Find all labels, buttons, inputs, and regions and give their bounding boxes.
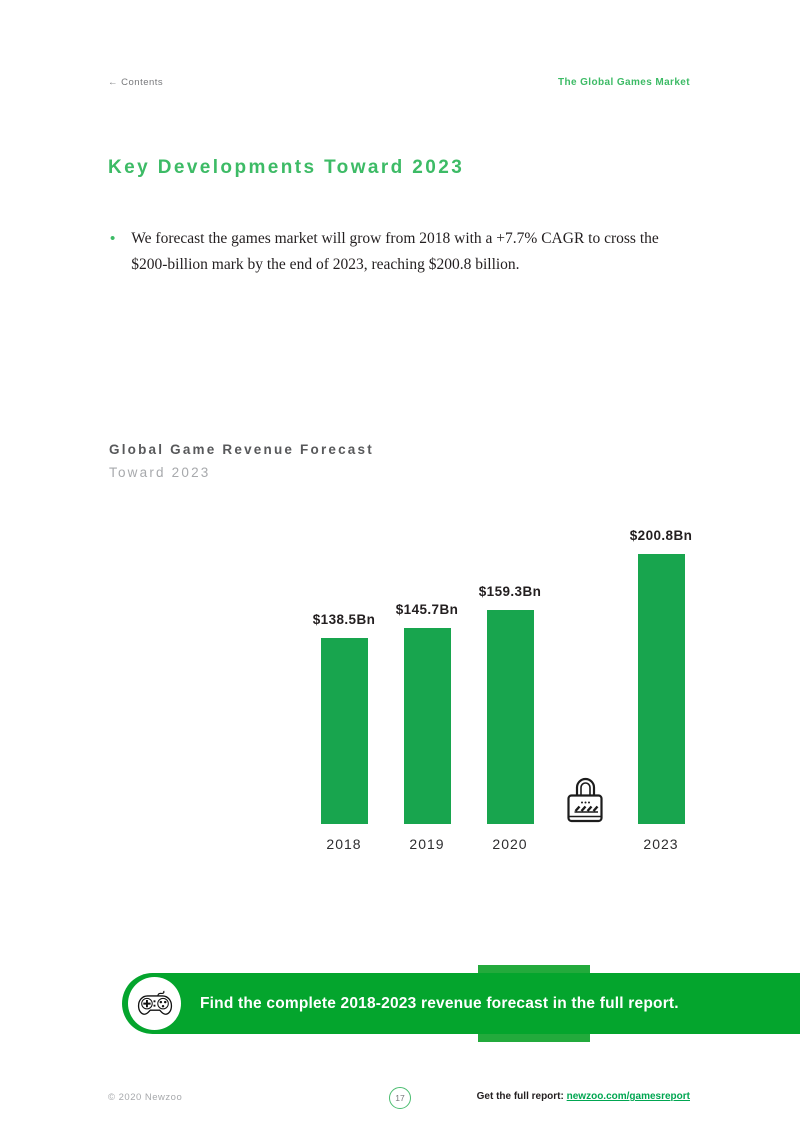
bar-chart: $138.5Bn 2018 $145.7Bn 2019 $159.3Bn 2020 $200… [300,520,700,860]
banner-icon-circle [128,977,181,1030]
chart-title: Global Game Revenue Forecast [109,442,374,457]
x-axis-label-2023: 2023 [643,836,679,852]
lock-icon [563,774,607,824]
footer-cta-link[interactable]: newzoo.com/gamesreport [566,1091,690,1102]
x-axis-label-2018: 2018 [326,836,362,852]
bar-value-label: $138.5Bn [312,612,376,627]
page-title: Key Developments Toward 2023 [108,157,465,178]
bar-2019 [403,628,451,824]
footer-cta-label: Get the full report: [476,1091,564,1102]
bar-value-label: $159.3Bn [478,584,542,599]
page-number-badge: 17 [389,1087,411,1109]
key-development-bullet: • We forecast the games market will grow… [110,226,688,278]
footer-cta: Get the full report: newzoo.com/gamesrep… [477,1091,690,1102]
bar-2023 [637,554,685,824]
x-axis-label-2020: 2020 [492,836,528,852]
full-report-banner[interactable]: Find the complete 2018-2023 revenue fore… [122,973,800,1034]
contents-back-link[interactable]: ← Contents [108,77,164,88]
banner-text: Find the complete 2018-2023 revenue fore… [200,994,679,1012]
section-label: The Global Games Market [557,77,690,88]
bullet-text: We forecast the games market will grow f… [131,230,659,273]
page-number: 17 [395,1093,405,1103]
chart-subtitle: Toward 2023 [109,465,211,480]
bar-value-label: $145.7Bn [395,602,459,617]
copyright: © 2020 Newzoo [108,1092,183,1103]
bar-2020 [486,610,534,824]
x-axis-label-2019: 2019 [409,836,445,852]
game-controller-icon [137,990,172,1015]
bullet-marker: • [110,230,116,247]
bar-value-label: $200.8Bn [629,528,693,543]
bar-2018 [320,638,368,824]
